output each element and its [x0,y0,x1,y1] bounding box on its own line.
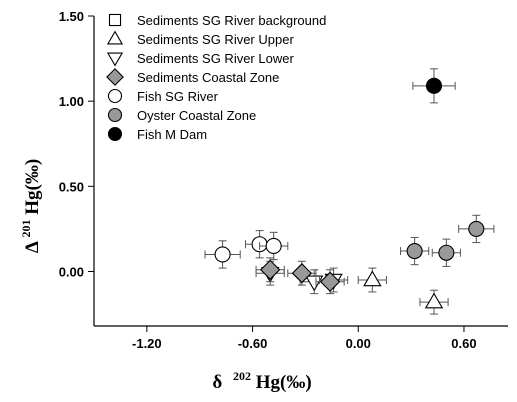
series-1 [357,267,449,315]
legend-marker [107,126,123,142]
data-point [305,275,324,292]
x-tick-label: 0.00 [346,336,371,351]
y-tick-label: 0.00 [59,264,84,279]
legend-marker [107,107,123,123]
legend-marker [106,30,124,45]
data-point [214,246,231,263]
x-axis-label-delta: δ [212,372,222,393]
plot-axes: -1.20 -0.60 0.00 0.60 0.00 0.50 1.00 1.50 [59,9,508,351]
legend-label: Sediments SG River Upper [137,32,294,47]
x-axis-label-sup: 202 [233,369,251,383]
legend-marker [106,68,124,86]
legend-marker [107,88,123,104]
data-point [363,270,382,287]
data-point [438,244,455,261]
legend-marker [108,13,122,27]
legend-marker [106,52,124,67]
x-tick-label: -0.60 [238,336,268,351]
legend-label: Oyster Coastal Zone [137,108,256,123]
legend-label: Fish SG River [137,89,219,104]
x-tick-label: 0.60 [451,336,476,351]
data-point [425,77,443,94]
series-3 [255,257,345,295]
y-axis-label-rest: Hg(‰) [22,159,43,215]
y-tick-label: 0.50 [59,179,84,194]
x-tick-label: -1.20 [132,336,162,351]
y-tick-label: 1.50 [59,9,84,24]
legend-label: Fish M Dam [137,127,207,142]
y-axis-label-sup: 201 [19,220,33,238]
series-5 [400,214,495,267]
data-point [468,220,485,237]
x-axis-label: δ 202 Hg(‰) [212,364,311,393]
data-point [406,243,423,260]
legend-label: Sediments SG River background [137,13,326,28]
y-axis-label-delta: Δ [22,241,43,253]
data-point [424,292,444,309]
data-point [291,263,313,284]
series-6 [412,68,456,104]
data-marks [204,68,495,315]
data-point [260,259,281,280]
data-point [319,271,341,292]
y-axis-label: Δ 201 Hg(‰) [14,159,43,253]
legend-label: Sediments Coastal Zone [137,70,279,85]
y-tick-label: 1.00 [59,94,84,109]
data-point [265,237,282,254]
x-axis-label-rest: Hg(‰) [256,372,312,393]
legend: Sediments SG River background Sediments S… [106,13,326,142]
series-4 [204,230,289,269]
legend-label: Sediments SG River Lower [137,51,294,66]
